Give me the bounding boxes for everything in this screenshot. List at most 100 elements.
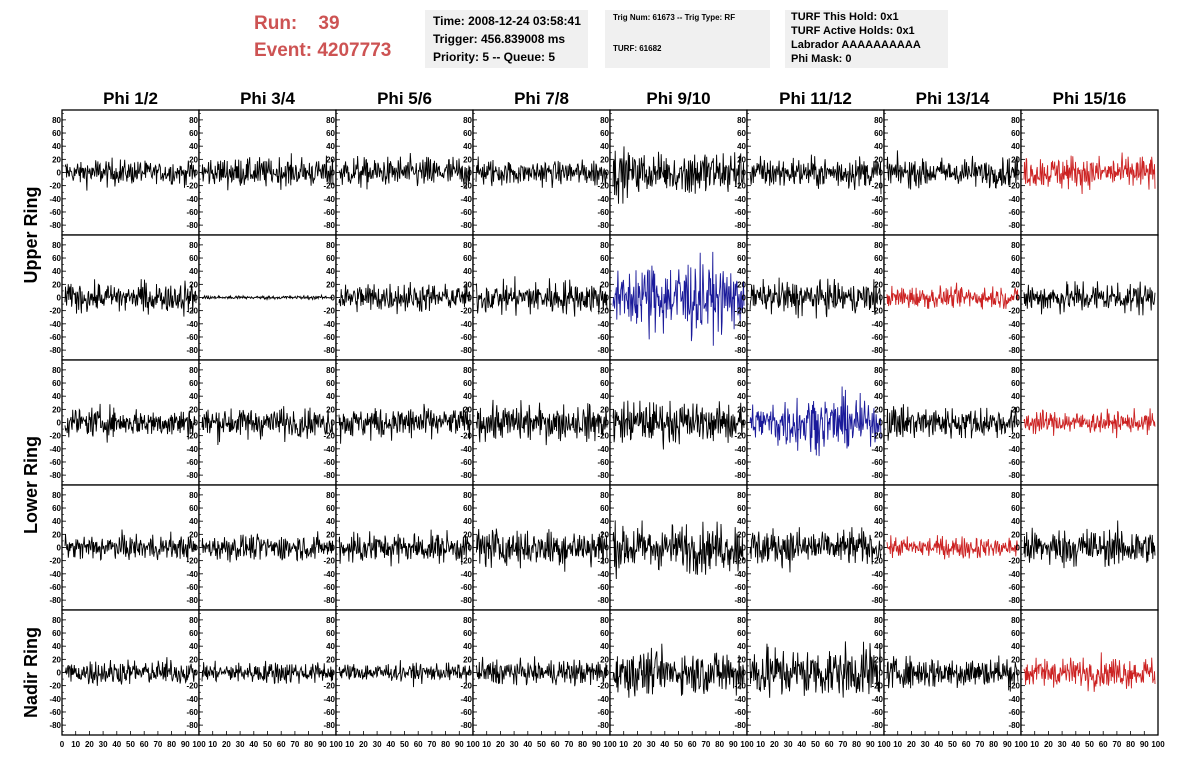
x-tick-label: 80 (167, 740, 176, 749)
y-tick-label: -80 (460, 221, 472, 230)
y-tick-label: 20 (874, 655, 883, 664)
column-title: Phi 5/6 (377, 89, 432, 108)
y-tick-label: -20 (186, 182, 198, 191)
y-tick-label: -20 (460, 182, 472, 191)
y-tick-label: 20 (326, 405, 335, 414)
x-tick-label: 50 (126, 740, 135, 749)
y-tick-label: 80 (326, 241, 335, 250)
y-tick-label: 60 (52, 629, 61, 638)
y-tick-label: 60 (463, 129, 472, 138)
y-tick-label: 60 (326, 629, 335, 638)
y-tick-label: 60 (874, 379, 883, 388)
x-tick-label: 60 (277, 740, 286, 749)
x-tick-label: 60 (962, 740, 971, 749)
y-tick-label: -20 (323, 682, 335, 691)
row-group-title: Nadir Ring (21, 627, 41, 718)
y-tick-label: -40 (460, 570, 472, 579)
waveform-trace (886, 655, 1019, 692)
y-tick-label: -80 (460, 346, 472, 355)
x-tick-label: 80 (304, 740, 313, 749)
y-tick-label: 80 (737, 616, 746, 625)
y-tick-label: 60 (463, 629, 472, 638)
y-tick-label: 80 (874, 366, 883, 375)
waveform-trace (1023, 408, 1156, 439)
x-tick-label: 40 (249, 740, 258, 749)
waveform-trace (201, 406, 334, 446)
y-tick-label: -40 (460, 445, 472, 454)
y-tick-label: -20 (1008, 182, 1020, 191)
turf-this-hold-text: TURF This Hold: 0x1 (791, 11, 899, 23)
y-tick-label: 20 (874, 405, 883, 414)
waveform-trace (201, 531, 334, 563)
y-tick-label: -60 (460, 708, 472, 717)
waveform-trace (612, 520, 745, 580)
y-tick-label: 80 (189, 491, 198, 500)
y-tick-label: -80 (734, 471, 746, 480)
y-tick-label: -40 (1008, 570, 1020, 579)
x-tick-label: 50 (263, 740, 272, 749)
turf-text: TURF: 61682 (613, 44, 662, 53)
y-tick-label: -80 (460, 596, 472, 605)
turf-info-box: TURF This Hold: 0x1 TURF Active Holds: 0… (785, 10, 948, 68)
y-tick-label: -40 (734, 695, 746, 704)
waveform-trace (612, 146, 745, 204)
y-tick-label: 40 (326, 392, 335, 401)
y-tick-label: 0 (605, 544, 610, 553)
y-tick-label: 0 (1016, 169, 1021, 178)
run-label: Run: (254, 13, 298, 34)
waveform-trace (475, 276, 608, 317)
y-tick-label: -60 (734, 208, 746, 217)
y-tick-label: -80 (323, 346, 335, 355)
y-tick-label: 20 (600, 530, 609, 539)
y-tick-label: -60 (186, 458, 198, 467)
x-tick-label: 20 (1044, 740, 1053, 749)
waveform-trace (749, 386, 882, 457)
y-tick-label: 60 (189, 379, 198, 388)
x-tick-label: 90 (455, 740, 464, 749)
waveform-trace (338, 152, 471, 190)
y-tick-label: 60 (600, 629, 609, 638)
y-tick-label: -60 (1008, 583, 1020, 592)
y-tick-label: -60 (49, 208, 61, 217)
y-tick-label: 40 (600, 392, 609, 401)
y-tick-label: 20 (600, 405, 609, 414)
y-tick-label: 20 (52, 155, 61, 164)
column-title: Phi 15/16 (1053, 89, 1127, 108)
column-title: Phi 1/2 (103, 89, 158, 108)
waveform-trace (749, 154, 882, 195)
waveform-trace (201, 153, 334, 191)
y-tick-label: -80 (871, 221, 883, 230)
waveform-panel: -80 -60 -40 -20 0 20 40 60 80 (871, 234, 1022, 361)
x-tick-label: 80 (989, 740, 998, 749)
x-tick-label: 10 (619, 740, 628, 749)
y-tick-label: 20 (463, 280, 472, 289)
y-tick-label: 0 (742, 169, 747, 178)
x-tick-label: 90 (1140, 740, 1149, 749)
waveform-trace (749, 527, 882, 573)
waveform-panel: -80 -60 -40 -20 0 20 40 60 80 (597, 609, 748, 736)
y-tick-label: 60 (326, 379, 335, 388)
y-tick-label: 60 (737, 254, 746, 263)
y-tick-label: -60 (49, 583, 61, 592)
y-tick-label: 20 (600, 280, 609, 289)
y-tick-label: 0 (605, 169, 610, 178)
y-tick-label: 0 (605, 419, 610, 428)
y-tick-label: -60 (323, 458, 335, 467)
y-tick-label: 20 (189, 655, 198, 664)
y-tick-label: 60 (326, 504, 335, 513)
y-tick-label: -40 (460, 320, 472, 329)
y-tick-label: -20 (186, 307, 198, 316)
y-tick-label: 20 (326, 280, 335, 289)
y-tick-label: -80 (871, 346, 883, 355)
x-tick-label: 100 (466, 740, 480, 749)
y-tick-label: 20 (600, 155, 609, 164)
y-tick-label: 20 (189, 405, 198, 414)
waveform-trace (886, 404, 1019, 441)
y-tick-label: 0 (331, 544, 336, 553)
waveform-panel: -80 -60 -40 -20 0 20 40 60 80 (460, 609, 611, 736)
waveform-panel: -80 -60 -40 -20 0 20 40 60 80 (186, 234, 337, 361)
y-tick-label: 80 (600, 116, 609, 125)
waveform-trace (201, 660, 334, 685)
trig-num-text: Trig Num: 61673 -- Trig Type: RF (613, 13, 736, 22)
y-tick-label: 0 (742, 419, 747, 428)
